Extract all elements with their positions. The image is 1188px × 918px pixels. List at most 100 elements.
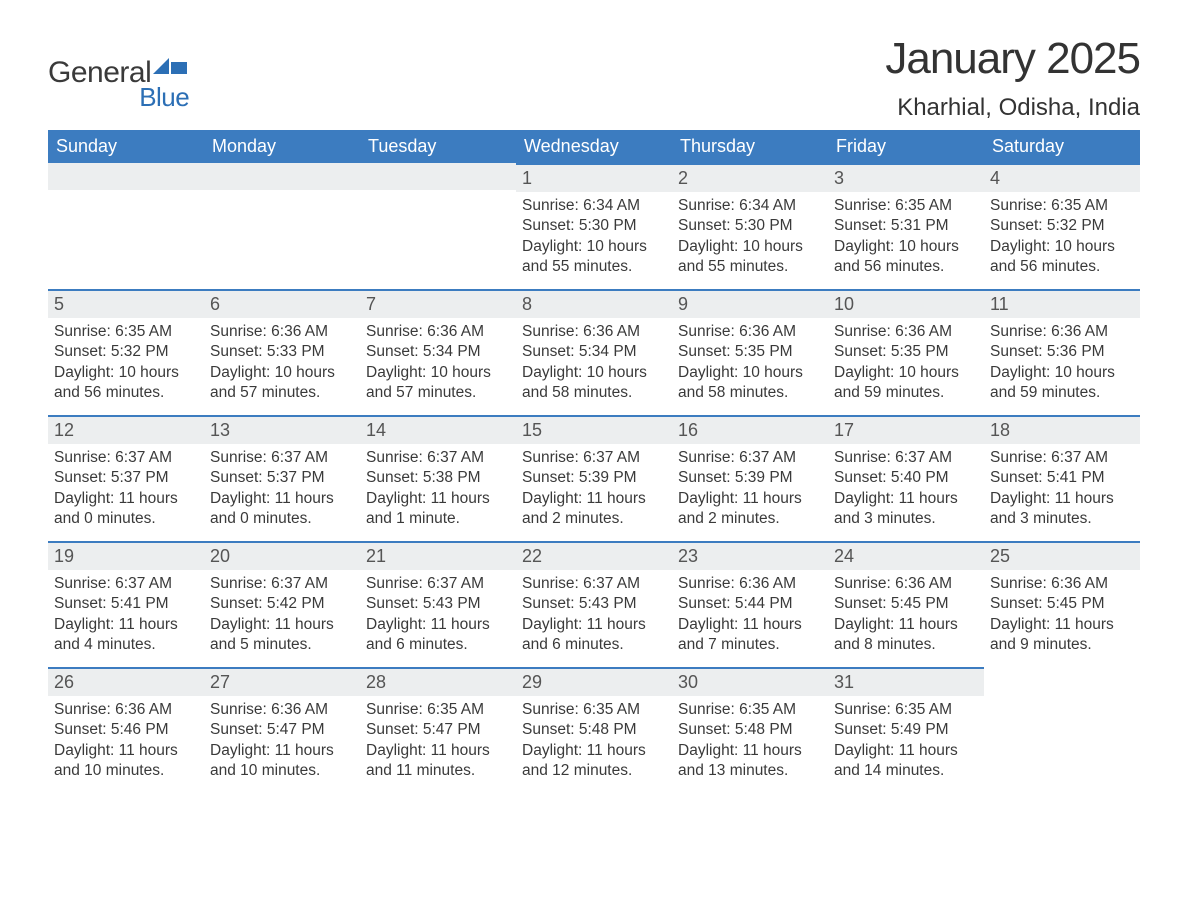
day-number: 5: [48, 289, 204, 318]
day-line-dl2: and 6 minutes.: [366, 635, 510, 655]
day-line-dl2: and 1 minute.: [366, 509, 510, 529]
day-line-dl2: and 11 minutes.: [366, 761, 510, 781]
day-number: 26: [48, 667, 204, 696]
day-line-dl1: Daylight: 11 hours: [366, 615, 510, 635]
day-line-dl1: Daylight: 11 hours: [678, 741, 822, 761]
day-line-dl2: and 2 minutes.: [678, 509, 822, 529]
day-number: 18: [984, 415, 1140, 444]
calendar-cell: 18Sunrise: 6:37 AMSunset: 5:41 PMDayligh…: [984, 415, 1140, 541]
day-header: Thursday: [672, 130, 828, 163]
calendar-cell: 23Sunrise: 6:36 AMSunset: 5:44 PMDayligh…: [672, 541, 828, 667]
day-number: 29: [516, 667, 672, 696]
day-details: Sunrise: 6:36 AMSunset: 5:46 PMDaylight:…: [48, 696, 204, 782]
calendar-cell: 2Sunrise: 6:34 AMSunset: 5:30 PMDaylight…: [672, 163, 828, 289]
day-line-sr: Sunrise: 6:36 AM: [678, 322, 822, 342]
calendar-week: 5Sunrise: 6:35 AMSunset: 5:32 PMDaylight…: [48, 289, 1140, 415]
day-line-dl1: Daylight: 11 hours: [210, 741, 354, 761]
day-line-dl2: and 12 minutes.: [522, 761, 666, 781]
day-line-sr: Sunrise: 6:34 AM: [678, 196, 822, 216]
day-line-ss: Sunset: 5:40 PM: [834, 468, 978, 488]
day-line-dl2: and 14 minutes.: [834, 761, 978, 781]
calendar-cell: 11Sunrise: 6:36 AMSunset: 5:36 PMDayligh…: [984, 289, 1140, 415]
day-line-dl1: Daylight: 11 hours: [54, 615, 198, 635]
day-number: 24: [828, 541, 984, 570]
day-details: Sunrise: 6:37 AMSunset: 5:39 PMDaylight:…: [516, 444, 672, 530]
day-line-dl2: and 2 minutes.: [522, 509, 666, 529]
day-line-ss: Sunset: 5:44 PM: [678, 594, 822, 614]
month-title: January 2025: [885, 34, 1140, 84]
day-line-sr: Sunrise: 6:36 AM: [54, 700, 198, 720]
day-line-dl2: and 3 minutes.: [834, 509, 978, 529]
day-line-dl2: and 58 minutes.: [522, 383, 666, 403]
day-line-ss: Sunset: 5:48 PM: [678, 720, 822, 740]
day-number: 13: [204, 415, 360, 444]
day-details: Sunrise: 6:36 AMSunset: 5:33 PMDaylight:…: [204, 318, 360, 404]
day-details: Sunrise: 6:35 AMSunset: 5:47 PMDaylight:…: [360, 696, 516, 782]
calendar-cell: 22Sunrise: 6:37 AMSunset: 5:43 PMDayligh…: [516, 541, 672, 667]
day-line-ss: Sunset: 5:31 PM: [834, 216, 978, 236]
day-line-sr: Sunrise: 6:35 AM: [522, 700, 666, 720]
day-header: Saturday: [984, 130, 1140, 163]
day-line-sr: Sunrise: 6:36 AM: [678, 574, 822, 594]
day-line-ss: Sunset: 5:38 PM: [366, 468, 510, 488]
day-line-ss: Sunset: 5:45 PM: [990, 594, 1134, 614]
calendar-cell: [48, 163, 204, 289]
calendar-cell: 1Sunrise: 6:34 AMSunset: 5:30 PMDaylight…: [516, 163, 672, 289]
day-line-sr: Sunrise: 6:35 AM: [834, 700, 978, 720]
day-number: 2: [672, 163, 828, 192]
day-line-ss: Sunset: 5:47 PM: [210, 720, 354, 740]
day-line-dl1: Daylight: 11 hours: [522, 489, 666, 509]
day-line-dl1: Daylight: 10 hours: [834, 363, 978, 383]
day-header-row: SundayMondayTuesdayWednesdayThursdayFrid…: [48, 130, 1140, 163]
day-line-dl2: and 56 minutes.: [834, 257, 978, 277]
calendar-cell: 17Sunrise: 6:37 AMSunset: 5:40 PMDayligh…: [828, 415, 984, 541]
day-number: 19: [48, 541, 204, 570]
day-line-ss: Sunset: 5:41 PM: [54, 594, 198, 614]
calendar-week: 26Sunrise: 6:36 AMSunset: 5:46 PMDayligh…: [48, 667, 1140, 793]
day-line-dl1: Daylight: 11 hours: [834, 615, 978, 635]
day-details: Sunrise: 6:37 AMSunset: 5:37 PMDaylight:…: [204, 444, 360, 530]
calendar-cell: 24Sunrise: 6:36 AMSunset: 5:45 PMDayligh…: [828, 541, 984, 667]
day-line-dl1: Daylight: 11 hours: [522, 615, 666, 635]
day-line-sr: Sunrise: 6:36 AM: [834, 322, 978, 342]
day-number: 15: [516, 415, 672, 444]
day-details: Sunrise: 6:36 AMSunset: 5:44 PMDaylight:…: [672, 570, 828, 656]
day-line-dl1: Daylight: 11 hours: [990, 489, 1134, 509]
calendar-cell: 19 Sunrise: 6:37 AMSunset: 5:41 PMDayligh…: [48, 541, 204, 667]
calendar-cell: 5Sunrise: 6:35 AMSunset: 5:32 PMDaylight…: [48, 289, 204, 415]
day-line-sr: Sunrise: 6:36 AM: [210, 322, 354, 342]
calendar-cell: 13Sunrise: 6:37 AMSunset: 5:37 PMDayligh…: [204, 415, 360, 541]
day-line-sr: Sunrise: 6:35 AM: [54, 322, 198, 342]
day-line-sr: Sunrise: 6:36 AM: [990, 322, 1134, 342]
title-block: January 2025 Kharhial, Odisha, India: [885, 34, 1140, 122]
day-number: 27: [204, 667, 360, 696]
day-line-ss: Sunset: 5:42 PM: [210, 594, 354, 614]
day-details: Sunrise: 6:37 AMSunset: 5:41 PMDaylight:…: [984, 444, 1140, 530]
day-details: Sunrise: 6:34 AMSunset: 5:30 PMDaylight:…: [672, 192, 828, 278]
day-number: 14: [360, 415, 516, 444]
day-line-ss: Sunset: 5:39 PM: [522, 468, 666, 488]
day-line-sr: Sunrise: 6:35 AM: [366, 700, 510, 720]
day-line-ss: Sunset: 5:48 PM: [522, 720, 666, 740]
empty-day-bar: [204, 163, 360, 190]
brand-mark-icon: [153, 52, 189, 74]
day-number: 22: [516, 541, 672, 570]
day-line-ss: Sunset: 5:43 PM: [366, 594, 510, 614]
day-line-ss: Sunset: 5:49 PM: [834, 720, 978, 740]
day-number: 3: [828, 163, 984, 192]
day-line-ss: Sunset: 5:35 PM: [834, 342, 978, 362]
day-line-dl1: Daylight: 11 hours: [54, 489, 198, 509]
day-line-ss: Sunset: 5:34 PM: [366, 342, 510, 362]
day-number: 30: [672, 667, 828, 696]
day-line-sr: Sunrise: 6:37 AM: [54, 574, 198, 594]
day-line-dl2: and 57 minutes.: [366, 383, 510, 403]
day-line-sr: Sunrise: 6:36 AM: [210, 700, 354, 720]
day-line-sr: Sunrise: 6:37 AM: [210, 448, 354, 468]
day-details: Sunrise: 6:36 AMSunset: 5:34 PMDaylight:…: [516, 318, 672, 404]
day-line-sr: Sunrise: 6:36 AM: [834, 574, 978, 594]
day-line-dl1: Daylight: 11 hours: [834, 489, 978, 509]
day-number: 16: [672, 415, 828, 444]
day-line-sr: Sunrise: 6:36 AM: [990, 574, 1134, 594]
day-details: Sunrise: 6:36 AMSunset: 5:36 PMDaylight:…: [984, 318, 1140, 404]
day-line-dl1: Daylight: 10 hours: [990, 363, 1134, 383]
